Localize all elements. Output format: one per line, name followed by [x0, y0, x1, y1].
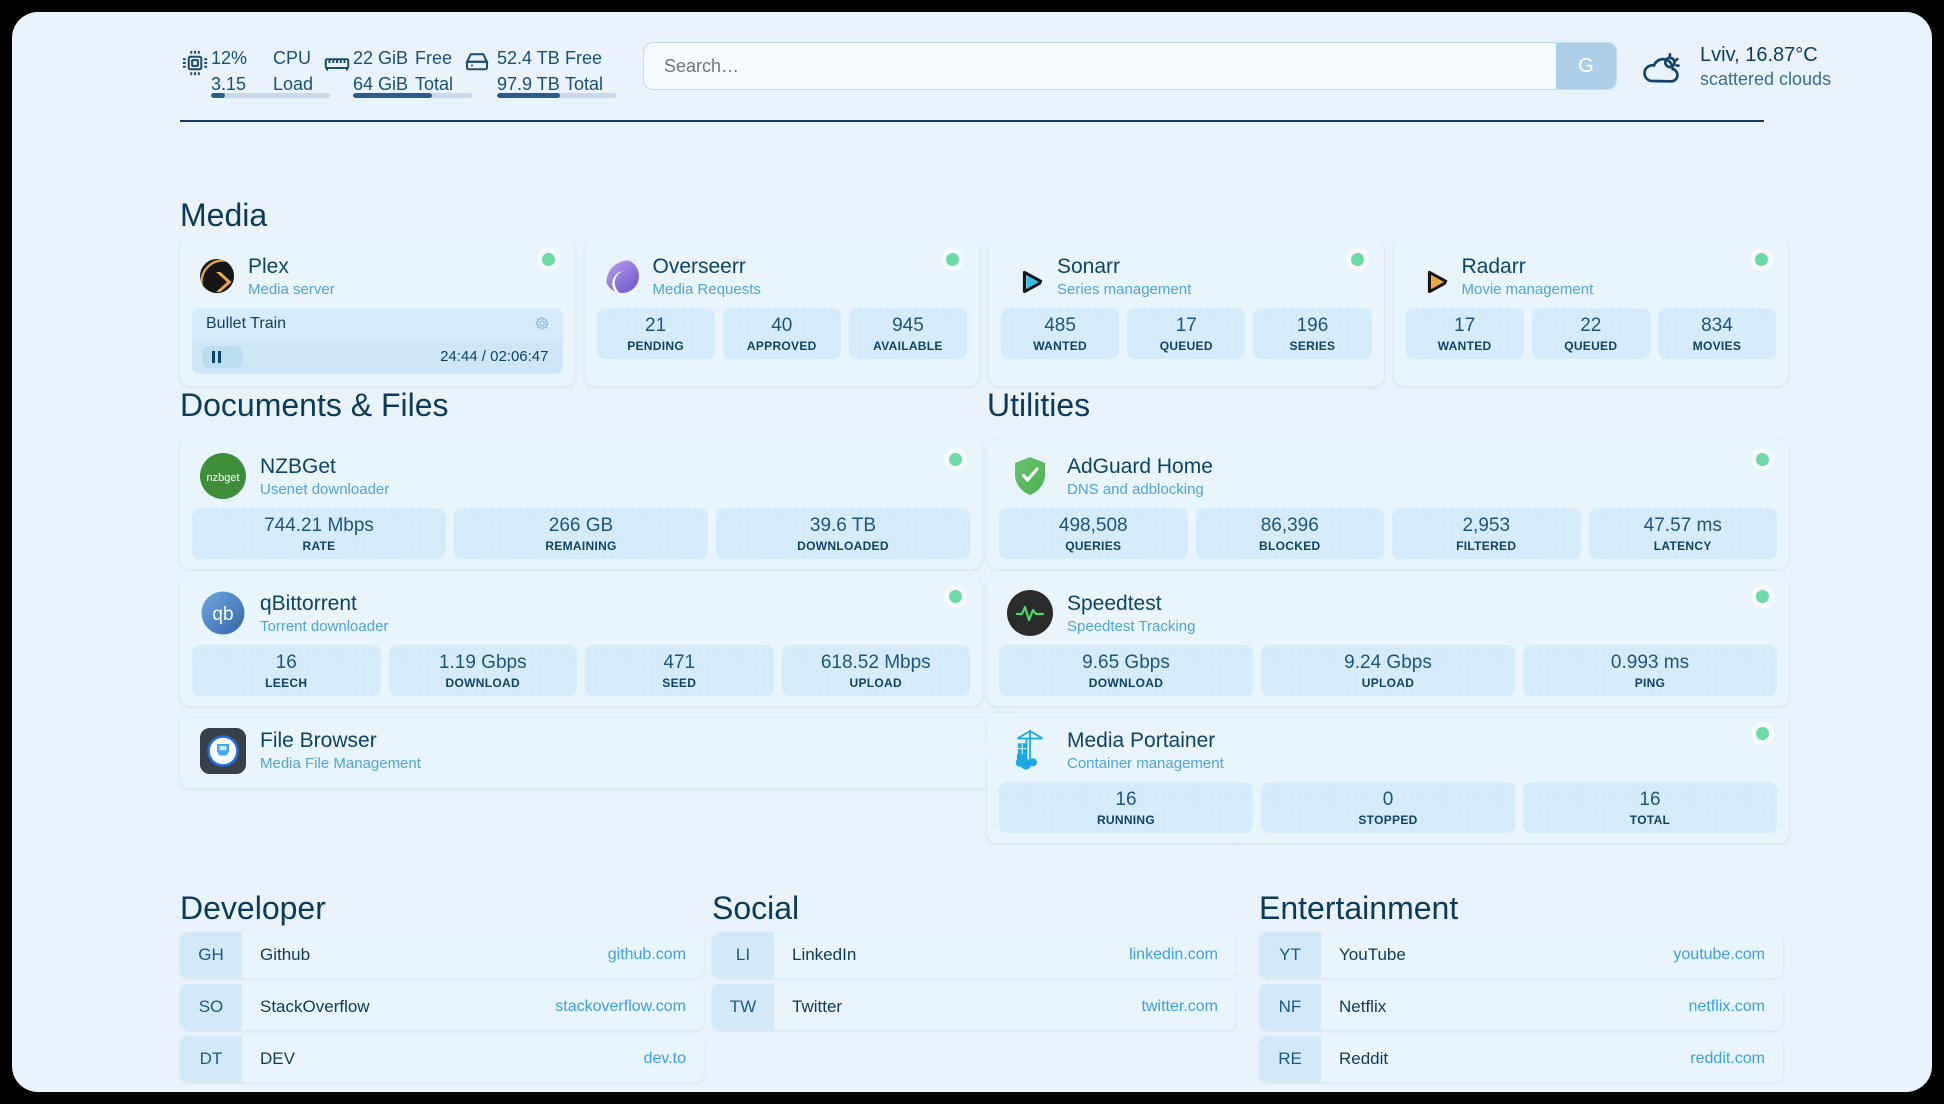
svg-text:nzbget: nzbget	[206, 472, 239, 484]
svg-text:qb: qb	[212, 604, 233, 625]
